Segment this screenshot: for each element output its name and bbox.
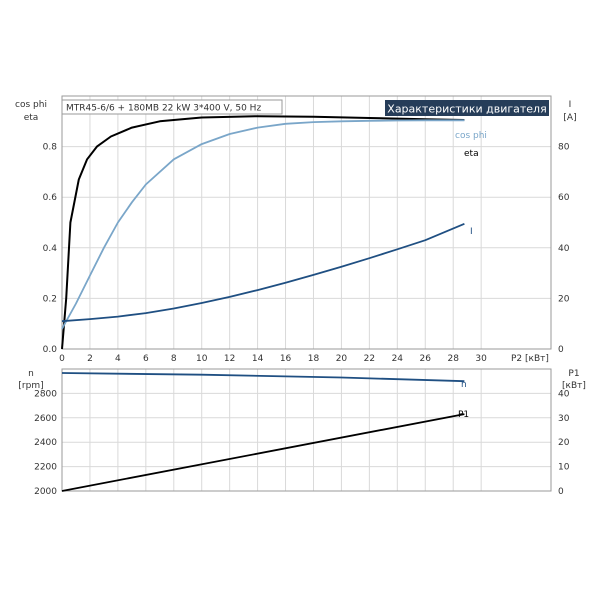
y-left-tick-label: 0.6: [43, 193, 58, 203]
upper-series: [61, 115, 465, 350]
right-axis-label-line2: [A]: [563, 113, 576, 123]
series-label-cos-phi: cos phi: [455, 131, 487, 141]
x-tick-label: 2: [87, 354, 93, 364]
lower-y-left-tick-label: 2000: [34, 487, 57, 497]
x-tick-label: 26: [420, 354, 432, 364]
right-axis-label-line1: I: [569, 100, 572, 110]
input-power-curve: [61, 413, 465, 492]
cos-phi-curve: [61, 119, 465, 330]
x-tick-label: 28: [447, 354, 459, 364]
x-tick-label: 0: [59, 354, 65, 364]
lower-grid: [62, 369, 551, 491]
y-right-tick-label: 0: [558, 345, 564, 355]
y-left-tick-label: 0.2: [43, 294, 57, 304]
lower-y-right-tick-label: 20: [558, 438, 570, 448]
lower-right-axis-label-line2: [кВт]: [562, 381, 586, 391]
x-tick-label: 12: [224, 354, 235, 364]
y-right-tick-label: 20: [558, 294, 570, 304]
left-axis-label-line1: cos phi: [15, 100, 47, 110]
lower-y-right-tick-label: 0: [558, 487, 564, 497]
upper-grid: [62, 96, 551, 349]
y-left-tick-label: 0.8: [43, 143, 58, 153]
y-right-tick-label: 80: [558, 143, 570, 153]
x-tick-label: 6: [143, 354, 149, 364]
lower-series: [61, 372, 465, 492]
y-left-tick-label: 0.0: [43, 345, 58, 355]
lower-y-right-tick-label: 10: [558, 463, 570, 473]
lower-y-left-tick-label: 2400: [34, 438, 57, 448]
upper-ticks: 0 2 4 6 8 10 12 14 16 18 20 22 24 26 28 300.00.20.40.60…: [43, 143, 570, 364]
title-badge-text: Характеристики двигателя: [387, 103, 546, 116]
series-label-eta: eta: [464, 149, 479, 159]
lower-y-left-tick-label: 2600: [34, 414, 57, 424]
series-label-n: n: [461, 380, 467, 390]
lower-ticks: 2000 2200 2400 2600 2800 0 10 20 30 40: [34, 389, 570, 497]
speed-curve: [61, 372, 465, 383]
upper-plot-frame: [61, 95, 552, 350]
y-right-tick-label: 40: [558, 244, 570, 254]
lower-y-left-tick-label: 2200: [34, 463, 57, 473]
x-tick-label: 16: [280, 354, 292, 364]
lower-y-right-tick-label: 40: [558, 389, 570, 399]
series-label-current: I: [470, 227, 473, 237]
series-label-p1: P1: [458, 410, 469, 420]
y-right-tick-label: 60: [558, 193, 570, 203]
x-tick-label: 30: [475, 354, 487, 364]
lower-left-axis-label-line1: n: [28, 369, 34, 379]
x-axis-label: P2 [кВт]: [511, 354, 549, 364]
current-curve: [61, 222, 465, 323]
x-tick-label: 20: [336, 354, 348, 364]
x-tick-label: 24: [392, 354, 404, 364]
info-text: MTR45-6/6 + 180MB 22 kW 3*400 V, 50 Hz: [66, 104, 261, 114]
x-tick-label: 14: [252, 354, 264, 364]
title-badge: [385, 100, 549, 116]
x-tick-label: 4: [115, 354, 121, 364]
upper-panel: 0 2 4 6 8 10 12 14 16 18 20 22 24 26 28 300.00.20.40.60…: [15, 95, 577, 364]
lower-y-right-tick-label: 30: [558, 414, 570, 424]
eta-curve: [61, 115, 465, 350]
x-tick-label: 22: [364, 354, 375, 364]
info-box: [61, 99, 283, 115]
y-left-tick-label: 0.4: [43, 244, 58, 254]
x-tick-label: 8: [171, 354, 177, 364]
x-tick-label: 18: [308, 354, 320, 364]
left-axis-label-line2: eta: [24, 113, 39, 123]
lower-right-axis-label-line1: P1: [568, 369, 579, 379]
lower-panel: 2000 2200 2400 2600 2800 0 10 20 30 40 n [rpm] P1…: [18, 368, 586, 497]
lower-plot-frame: [61, 368, 552, 492]
x-tick-label: 10: [196, 354, 208, 364]
lower-left-axis-label-line2: [rpm]: [18, 381, 43, 391]
lower-y-left-tick-label: 2800: [34, 389, 57, 399]
